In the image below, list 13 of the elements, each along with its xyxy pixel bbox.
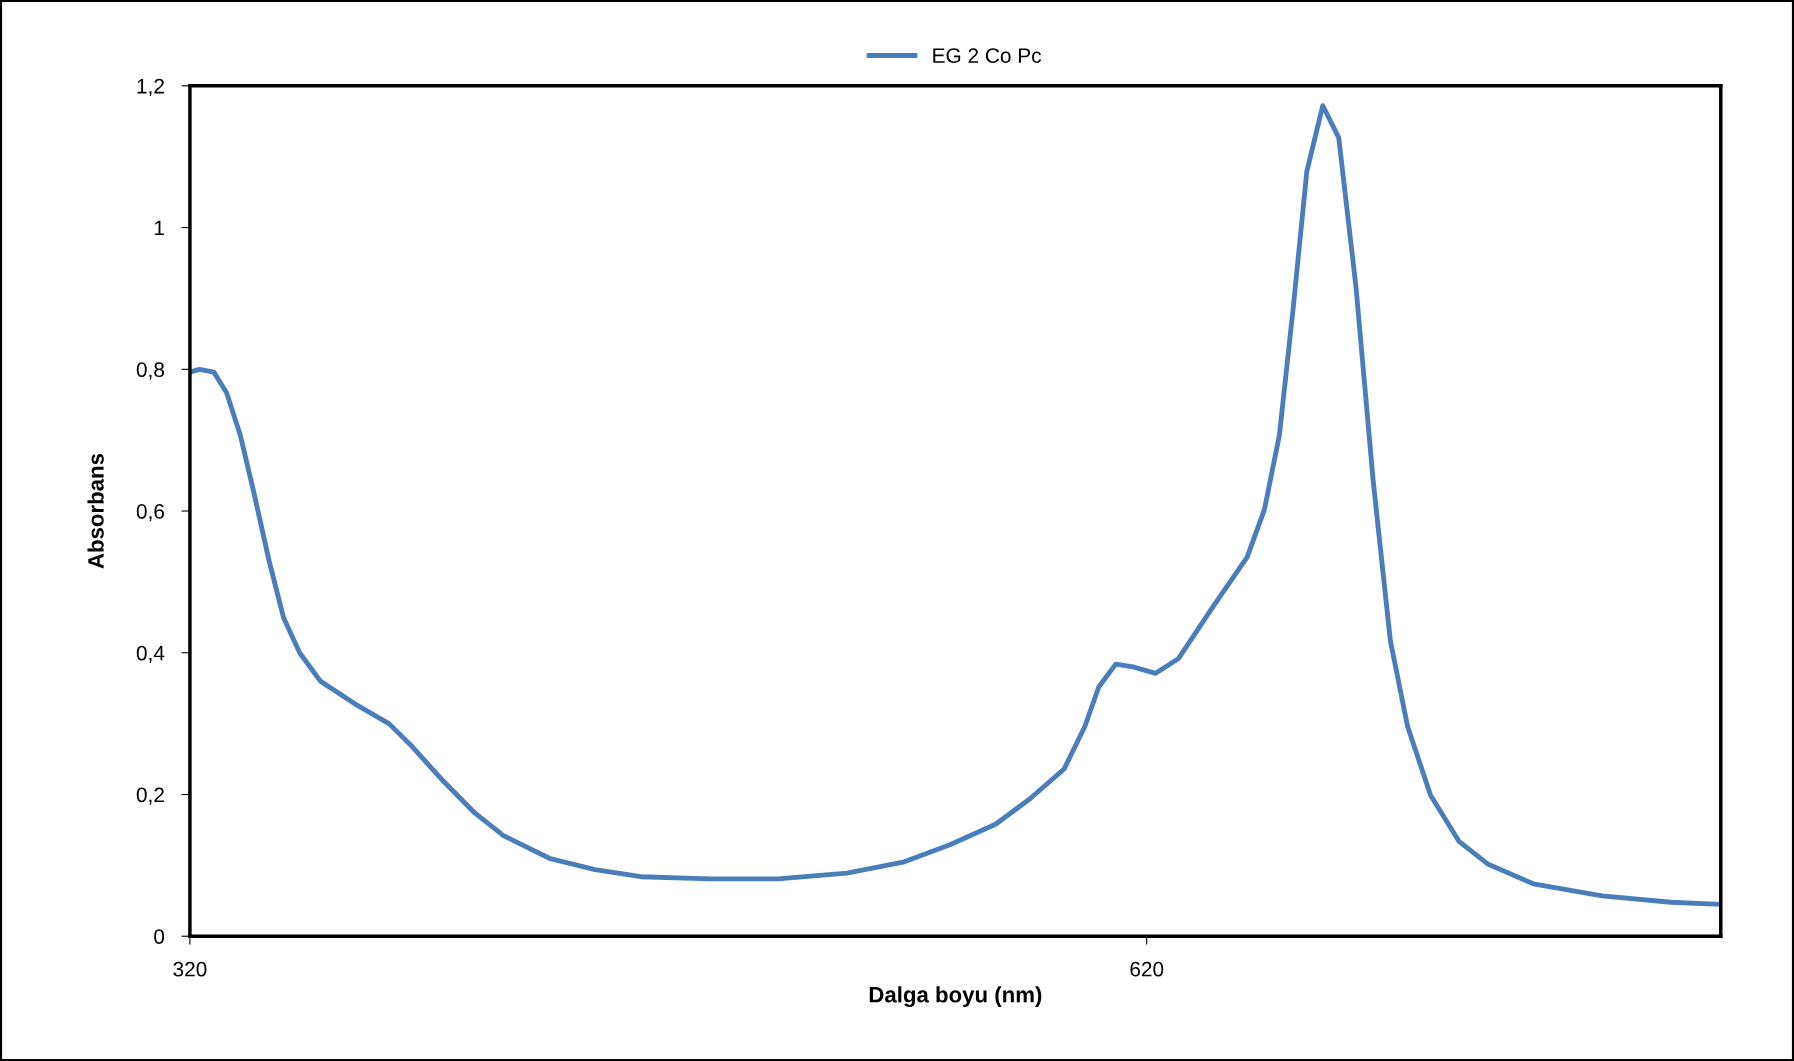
x-tick-label: 620 — [1130, 961, 1164, 977]
y-tick-label: 0,8 — [136, 362, 165, 380]
y-axis-title: Absorbans — [87, 453, 104, 569]
y-tick-label: 0 — [154, 929, 165, 944]
y-tick-label: 0,6 — [136, 504, 165, 522]
y-tick-label: 1 — [154, 220, 164, 236]
y-tick-label: 0,2 — [136, 787, 164, 805]
x-tick-label: 320 — [173, 961, 207, 977]
x-axis-title: Dalga boyu (nm) — [869, 986, 1042, 1008]
legend-label: EG 2 Co Pc — [933, 48, 1042, 63]
y-tick-label: 1,2 — [137, 78, 164, 97]
y-tick-label: 0,4 — [136, 645, 165, 663]
line-series — [189, 103, 1721, 907]
